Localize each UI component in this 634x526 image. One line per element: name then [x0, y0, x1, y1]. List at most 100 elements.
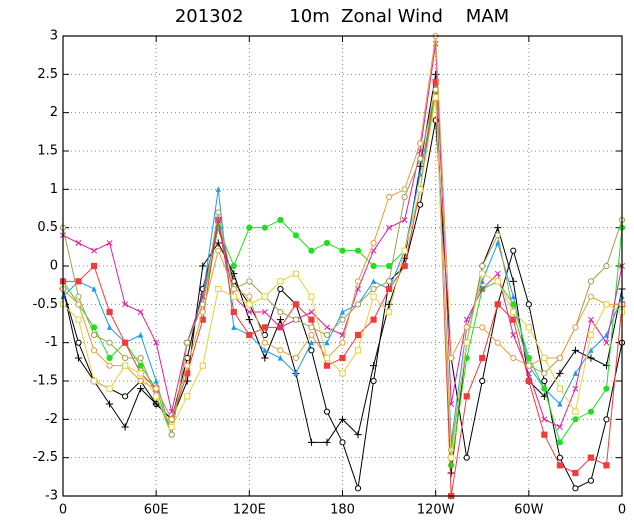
- y-tick-label: -1: [45, 335, 58, 350]
- marker: [385, 285, 393, 293]
- marker: [571, 346, 580, 354]
- marker: [432, 94, 439, 101]
- marker: [541, 385, 548, 392]
- marker: [323, 239, 331, 247]
- marker: [541, 370, 548, 377]
- marker: [308, 331, 315, 339]
- marker: [401, 193, 408, 201]
- marker: [106, 240, 113, 246]
- marker: [338, 415, 347, 423]
- marker: [168, 416, 175, 423]
- marker: [494, 301, 501, 308]
- marker: [603, 385, 610, 392]
- marker: [231, 324, 237, 330]
- marker: [525, 362, 532, 369]
- marker: [463, 393, 470, 400]
- marker: [339, 439, 346, 446]
- y-tick-label: -0.5: [33, 297, 58, 312]
- x-tick-label: 0: [59, 503, 67, 518]
- marker: [354, 278, 362, 285]
- marker: [121, 423, 129, 431]
- marker: [261, 339, 268, 346]
- y-tick-label: 3: [50, 29, 58, 44]
- marker: [556, 454, 563, 461]
- marker: [479, 270, 486, 277]
- series: [59, 70, 626, 477]
- marker: [401, 217, 408, 223]
- marker: [417, 186, 424, 193]
- marker: [447, 469, 455, 477]
- marker: [385, 262, 393, 270]
- marker: [152, 400, 160, 408]
- marker: [153, 339, 160, 346]
- x-tick-label: 120E: [233, 503, 266, 518]
- marker: [339, 354, 346, 362]
- marker: [246, 301, 253, 308]
- marker: [463, 324, 470, 331]
- marker: [416, 162, 424, 170]
- marker: [230, 308, 237, 316]
- marker: [572, 469, 579, 477]
- marker: [230, 285, 237, 293]
- x-tick-label: 60W: [514, 503, 544, 518]
- marker: [75, 278, 82, 285]
- marker: [494, 270, 501, 277]
- chart-title: 201302 10m Zonal Wind MAM: [175, 6, 509, 27]
- marker: [74, 354, 83, 362]
- marker: [525, 301, 532, 308]
- marker: [137, 377, 144, 385]
- y-tick-label: 0: [50, 259, 58, 274]
- marker: [401, 262, 408, 270]
- marker: [277, 308, 284, 316]
- marker: [432, 86, 439, 93]
- marker: [75, 301, 82, 308]
- marker: [122, 354, 129, 362]
- marker: [292, 354, 300, 362]
- marker: [385, 278, 393, 285]
- marker: [90, 324, 98, 331]
- marker: [230, 270, 238, 278]
- marker: [184, 362, 191, 369]
- marker: [510, 332, 517, 338]
- marker: [199, 308, 206, 316]
- marker: [215, 247, 222, 254]
- marker: [479, 262, 486, 270]
- marker: [91, 247, 98, 254]
- series-line: [62, 89, 623, 451]
- marker: [215, 285, 222, 293]
- marker: [354, 485, 362, 492]
- marker: [541, 431, 548, 438]
- x-tick-label: 120W: [417, 503, 455, 518]
- marker: [308, 293, 315, 300]
- marker: [432, 70, 440, 78]
- marker: [90, 262, 98, 270]
- marker: [417, 170, 423, 177]
- marker: [246, 293, 253, 300]
- marker: [494, 224, 502, 232]
- marker: [246, 309, 253, 315]
- marker: [292, 270, 300, 277]
- marker: [479, 278, 485, 284]
- marker: [479, 324, 486, 331]
- series-line: [62, 35, 622, 421]
- marker: [339, 308, 346, 315]
- marker: [510, 354, 517, 362]
- y-tick-label: 1: [50, 182, 58, 197]
- marker: [199, 362, 206, 369]
- marker: [230, 262, 237, 270]
- marker: [137, 309, 144, 315]
- marker: [587, 408, 595, 415]
- y-tick-label: 2.5: [37, 67, 58, 82]
- marker: [261, 309, 268, 315]
- marker: [323, 354, 331, 362]
- marker: [245, 316, 253, 324]
- marker: [479, 377, 486, 385]
- series: [59, 86, 626, 454]
- marker: [370, 278, 377, 284]
- marker: [557, 400, 563, 407]
- marker: [541, 416, 548, 423]
- marker: [494, 278, 501, 285]
- marker: [184, 393, 191, 400]
- marker: [261, 224, 268, 231]
